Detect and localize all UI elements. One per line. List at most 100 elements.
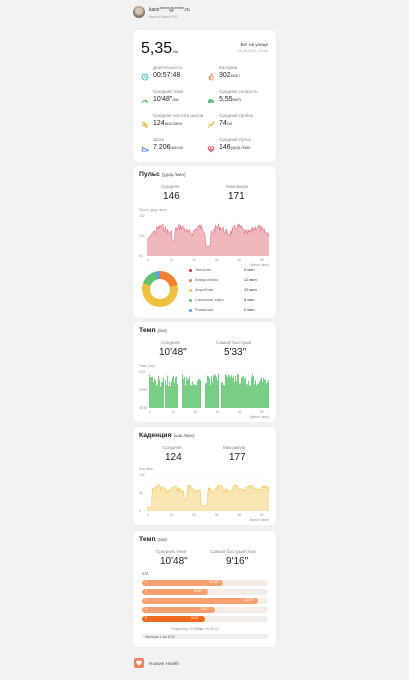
split-km: 4: [145, 607, 147, 611]
pace-bar: [259, 381, 260, 408]
pace-y-tick: 35'30": [139, 406, 149, 410]
pace-bar: [189, 376, 190, 408]
metric-value: 302ккал: [219, 72, 240, 79]
pace-bar: [157, 384, 158, 408]
pace-bar: [268, 380, 269, 408]
pace-bar: [250, 385, 251, 408]
split-bar: [142, 607, 215, 613]
pulse-avg-label: Средняя: [161, 184, 180, 189]
pulse-x-tick: 0: [147, 258, 149, 262]
split-pace: 10'48": [209, 580, 219, 584]
metric-label: Средний грабок: [219, 113, 253, 118]
activity-type: Бег на улице: [240, 42, 268, 47]
pace-bar: [160, 386, 161, 408]
pace-bar: [251, 376, 252, 408]
pace-bar: [241, 377, 242, 408]
pace-bar: [154, 378, 155, 408]
pace-bar: [158, 375, 159, 408]
pace-bar: [248, 380, 249, 408]
pace-x-tick: 20: [193, 410, 197, 414]
pace-bar: [244, 379, 245, 408]
zone-color-dot: [189, 288, 192, 292]
split-bar: [142, 598, 258, 604]
cadence-x-tick: 40: [237, 513, 241, 517]
pace-bar: [149, 374, 150, 408]
pace-bar: [205, 383, 206, 408]
pace-x-tick: 50: [260, 410, 264, 414]
split-bar: [142, 580, 223, 586]
pace-bar: [190, 384, 191, 408]
splits-remainder-bar: Меньше 1 км 5'31": [142, 634, 268, 639]
cadence-x-tick: 50: [260, 513, 264, 517]
pace-bar: [246, 383, 247, 408]
pace-bar: [152, 377, 153, 408]
footsteps-icon: [141, 116, 149, 128]
pace-bar: [256, 385, 257, 408]
pace-bar: [212, 381, 213, 408]
account-name: kass*****@*****.ru: [149, 7, 190, 13]
pace-icon: [141, 92, 149, 103]
pace-bar: [262, 382, 263, 408]
cadence-area: [147, 484, 269, 511]
pace-x-tick: 40: [238, 410, 242, 414]
pace-bar: [150, 377, 151, 408]
pace-bar: [239, 383, 240, 408]
cadence-max-label: Максимум: [223, 445, 245, 450]
pace-bar: [217, 380, 218, 408]
pace-chart-title: Темп (/км): [139, 364, 155, 368]
pulse-x-tick: 40: [237, 258, 241, 262]
pace-bar: [166, 384, 167, 408]
zone-name: Экстрим: [195, 267, 211, 272]
pulse-area: [147, 223, 269, 256]
pace-bar: [258, 383, 259, 408]
pace-bar: [257, 383, 258, 408]
metric-label: Средний темп: [153, 89, 184, 94]
cadence-x-tick: 20: [192, 513, 196, 517]
metric-label: Калории: [219, 65, 238, 70]
pace-bar: [173, 376, 174, 408]
pace-bar: [249, 385, 250, 408]
avatar[interactable]: [133, 6, 145, 18]
huawei-health-logo-icon: [134, 658, 144, 668]
pace-bar: [191, 385, 192, 408]
splits-title: Темп (/км): [139, 536, 168, 543]
metric-item: Средняя скорость 5,55км/ч: [207, 89, 269, 110]
pulse-y-tick: 192: [139, 214, 145, 218]
split-pace: 14'50": [244, 598, 254, 602]
pace-bar: [242, 376, 243, 408]
pace-x-label: Время (мин): [250, 415, 270, 419]
splits-best-value: 9'16": [226, 556, 249, 567]
pace-avg-value: 10'48": [159, 347, 187, 358]
pace-x-tick: 30: [216, 410, 220, 414]
split-bar: [142, 589, 208, 595]
pulse-max-value: 171: [228, 191, 245, 202]
pace-x-tick: 0: [149, 410, 151, 414]
flame-icon: [207, 68, 215, 81]
pace-bar: [172, 377, 173, 408]
pace-bar: [170, 386, 171, 408]
splits-km-header: КМ: [142, 571, 149, 576]
pace-bar: [267, 381, 268, 408]
zone-color-dot: [189, 278, 192, 282]
metric-label: Средняя частота шагов: [153, 113, 204, 118]
pulse-zones-donut: [142, 271, 178, 307]
split-row: 2 9'28": [142, 589, 268, 595]
metric-label: Средняя скорость: [219, 89, 258, 94]
pace-bar: [199, 378, 200, 408]
pace-bar: [208, 376, 209, 408]
pace-bar: [183, 379, 184, 408]
pace-bar: [194, 383, 195, 408]
zone-name: Аэробная: [195, 287, 214, 292]
zone-color-dot: [189, 308, 192, 312]
pace-bar: [247, 384, 248, 408]
pulse-x-label: Время (мин): [250, 263, 270, 267]
pace-bar: [252, 373, 253, 408]
zone-value: 0 мин: [244, 267, 255, 272]
pace-bar: [261, 377, 262, 408]
speed-icon: [207, 92, 215, 103]
pace-bar: [188, 379, 189, 408]
pace-bar: [192, 381, 193, 408]
pace-bar: [236, 381, 237, 408]
splits-avg-value: 10'48": [160, 556, 188, 567]
pace-bar: [233, 376, 234, 408]
